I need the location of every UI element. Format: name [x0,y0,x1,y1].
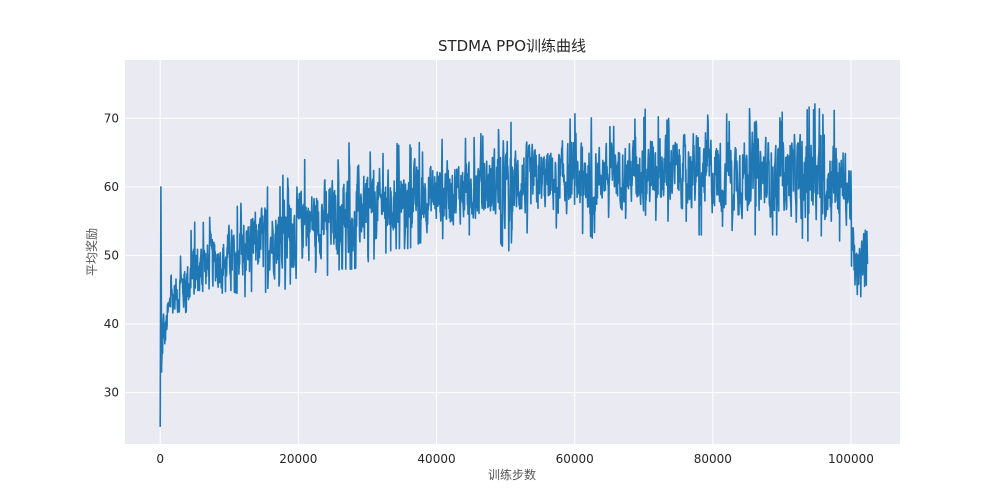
x-tick-label: 60000 [556,452,594,466]
y-tick-label: 70 [104,111,119,125]
y-tick-label: 60 [104,180,119,194]
x-tick-label: 0 [156,452,164,466]
y-axis-label: 平均奖励 [85,228,99,276]
x-tick-label: 100000 [828,452,874,466]
chart-title: STDMA PPO训练曲线 [438,37,586,55]
x-tick-label: 20000 [279,452,317,466]
series-line [159,103,869,427]
tick-labels: 0 20000 40000 60000 80000 100000 30 40 50 60 70 [104,111,874,466]
x-tick-label: 40000 [417,452,455,466]
x-tick-label: 80000 [694,452,732,466]
y-tick-label: 40 [104,317,119,331]
series-layer [159,103,869,427]
y-tick-label: 30 [104,386,119,400]
y-tick-label: 50 [104,248,119,262]
x-axis-label: 训练步数 [488,467,536,482]
